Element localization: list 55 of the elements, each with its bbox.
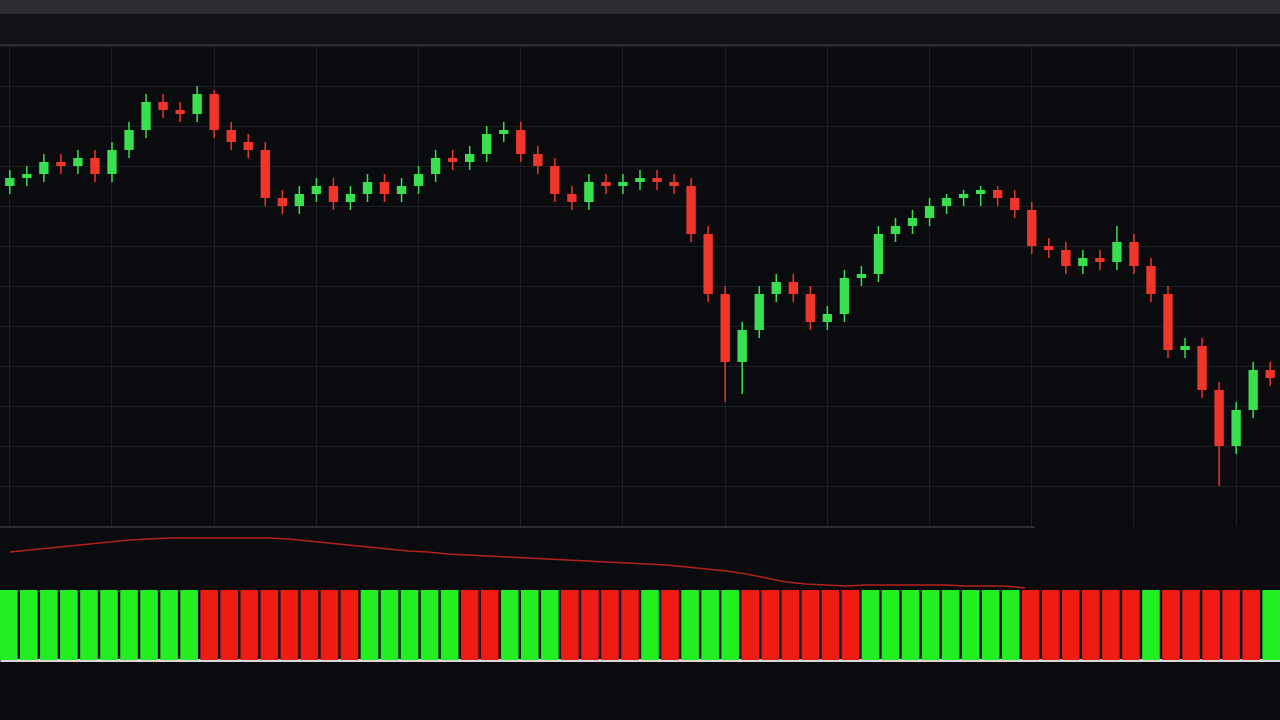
- candlestick: [243, 133, 253, 159]
- candlestick: [328, 177, 339, 211]
- candlestick: [499, 121, 509, 143]
- candlestick: [482, 125, 492, 163]
- candlestick: [158, 93, 168, 119]
- candlestick: [669, 173, 679, 195]
- candlestick: [635, 169, 645, 191]
- candlestick: [226, 121, 236, 151]
- candlestick: [413, 165, 424, 195]
- candlestick: [822, 305, 833, 331]
- candlestick: [1061, 241, 1071, 275]
- candlestick: [175, 101, 185, 123]
- candlestick: [396, 177, 407, 203]
- candlestick: [907, 209, 918, 235]
- candlestick: [856, 265, 867, 287]
- candlestick: [618, 173, 628, 195]
- candlestick: [124, 121, 134, 159]
- candlestick: [107, 141, 117, 183]
- candlestick: [652, 169, 662, 191]
- candlestick: [993, 185, 1003, 207]
- candlestick: [516, 121, 526, 163]
- candlestick: [362, 173, 373, 203]
- candlestick: [1095, 249, 1105, 271]
- candlestick: [39, 153, 49, 183]
- candlestick: [771, 273, 781, 303]
- candlestick: [294, 185, 305, 215]
- candlestick: [1265, 361, 1275, 387]
- candlestick: [56, 153, 66, 175]
- candlestick: [447, 149, 458, 171]
- candlestick: [584, 173, 594, 211]
- candlestick: [73, 149, 83, 175]
- candlestick: [192, 85, 202, 123]
- candlestick: [1010, 189, 1020, 219]
- candlestick: [890, 217, 901, 243]
- candlestick: [22, 165, 32, 187]
- candlestick: [924, 197, 935, 227]
- candlestick: [1112, 225, 1122, 271]
- candlestick: [379, 173, 390, 203]
- candlestick: [533, 145, 543, 175]
- candlestick: [311, 177, 322, 203]
- candlestick: [430, 149, 441, 183]
- candlestick: [1180, 337, 1190, 359]
- candlestick: [788, 273, 798, 303]
- candlestick: [277, 189, 287, 215]
- candlestick: [1078, 249, 1088, 275]
- candlestick: [5, 169, 15, 195]
- candlestick: [975, 185, 986, 207]
- candlestick: [345, 185, 356, 211]
- candlestick: [1129, 233, 1139, 275]
- candlestick: [1044, 237, 1054, 259]
- candlestick: [601, 173, 611, 195]
- candlestick: [464, 145, 475, 171]
- candlestick: [941, 193, 952, 215]
- candlestick: [567, 185, 577, 211]
- candlestick: [90, 149, 100, 183]
